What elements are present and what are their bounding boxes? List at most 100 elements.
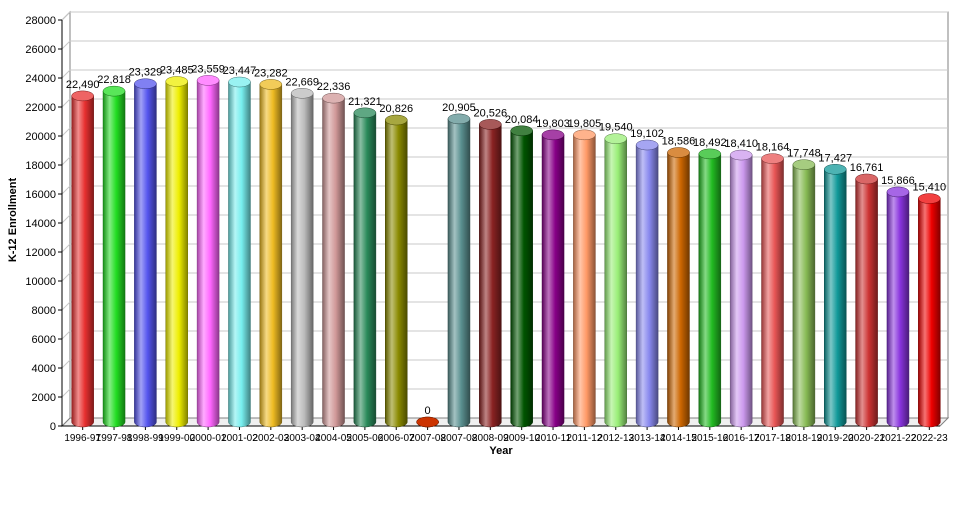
bar-body xyxy=(196,80,220,428)
x-tick-label: 2014-15 xyxy=(660,433,697,444)
bar-top xyxy=(886,186,910,198)
x-tick-label: 2021-22 xyxy=(880,433,917,444)
x-tick-label: 2003-04 xyxy=(284,433,321,444)
bar-2001-02 xyxy=(228,76,251,428)
value-label: 18,492 xyxy=(693,137,727,149)
x-tick-label: 2011-12 xyxy=(566,433,602,444)
bar-top xyxy=(102,85,126,97)
bar-top xyxy=(918,193,941,204)
bar-body xyxy=(102,90,126,428)
bar-2000-01 xyxy=(196,75,220,428)
x-tick-label: 2010-11 xyxy=(535,433,571,444)
bar-body xyxy=(667,152,690,428)
y-gridline-side xyxy=(61,98,71,108)
value-label: 18,586 xyxy=(662,136,696,148)
y-tick-label: 28000 xyxy=(25,15,56,27)
bar-body xyxy=(918,198,941,428)
bar-top xyxy=(855,173,878,185)
bar-body xyxy=(761,158,784,428)
y-tick-label: 14000 xyxy=(25,218,56,230)
x-tick-label: 2005-06 xyxy=(347,433,384,444)
y-tick-label: 20000 xyxy=(25,131,56,143)
bar-zero-disc xyxy=(416,416,439,428)
x-tick-label: 2012-13 xyxy=(597,433,634,444)
x-tick-label: 2006-07 xyxy=(378,433,415,444)
bar-2021-22 xyxy=(886,186,910,428)
value-label: 17,427 xyxy=(818,152,852,164)
x-tick-label: 2000-01 xyxy=(190,433,227,444)
bar-body xyxy=(792,164,816,428)
value-label: 19,803 xyxy=(536,118,570,130)
bar-1999-00 xyxy=(165,76,188,428)
value-labels-layer: 22,49022,81823,32923,48523,55923,44723,2… xyxy=(66,63,946,417)
value-label: 16,761 xyxy=(850,162,884,174)
bar-top xyxy=(698,148,722,160)
bar-2016-17 xyxy=(729,149,753,428)
x-tick-label: 2018-19 xyxy=(786,433,823,444)
y-tick-label: 18000 xyxy=(25,160,56,172)
bar-2007-08 xyxy=(447,113,471,428)
bar-top xyxy=(604,133,627,144)
x-tick-label: 1996-97 xyxy=(64,433,101,444)
bar-top xyxy=(761,153,784,164)
y-tick-label: 24000 xyxy=(25,73,56,85)
bar-body xyxy=(228,81,251,428)
bar-top xyxy=(134,78,157,89)
bar-body xyxy=(165,81,188,428)
bar-2004-05 xyxy=(322,92,345,428)
y-gridline-side xyxy=(61,301,71,311)
y-gridline-side xyxy=(61,272,71,282)
bar-body xyxy=(479,124,502,428)
bar-top xyxy=(290,88,314,99)
bar-2017-18 xyxy=(761,153,784,428)
bar-body xyxy=(447,118,471,428)
bar-body xyxy=(322,97,345,428)
bar-2015-16 xyxy=(698,148,722,428)
bar-top xyxy=(228,76,251,88)
y-gridline-side xyxy=(61,69,71,79)
bar-1997-98 xyxy=(102,85,126,428)
bar-top xyxy=(667,147,690,158)
bar-2009-10 xyxy=(510,125,533,428)
bar-2012-13 xyxy=(604,133,627,428)
axes-layer: 0 2000 4000 6000 8000 10000 12000 14000 16000 180… xyxy=(25,15,948,444)
value-label: 23,329 xyxy=(129,67,163,79)
value-label: 23,559 xyxy=(191,63,225,75)
bar-2013-14 xyxy=(635,139,659,428)
y-gridline-side xyxy=(61,185,71,195)
y-tick-label: 8000 xyxy=(32,305,56,317)
value-label: 22,490 xyxy=(66,79,100,91)
bar-body xyxy=(729,154,753,428)
x-tick-label: 2022-23 xyxy=(911,433,948,444)
value-label: 19,805 xyxy=(568,118,602,130)
x-tick-label: 2001-02 xyxy=(221,433,258,444)
y-gridline-side xyxy=(61,388,71,398)
bar-2002-03 xyxy=(259,79,283,428)
bar-body xyxy=(353,112,377,428)
bar-2003-04 xyxy=(290,88,314,428)
bar-1996-97 xyxy=(71,90,94,428)
bar-top xyxy=(196,75,220,86)
value-label: 19,540 xyxy=(599,122,633,134)
bar-top xyxy=(353,107,377,119)
bar-top xyxy=(573,129,596,141)
bar-body xyxy=(698,153,722,428)
y-tick-label: 10000 xyxy=(25,276,56,288)
bar-body xyxy=(259,84,283,428)
y-gridline-side xyxy=(61,214,71,224)
x-tick-label: 2007-08 xyxy=(441,433,478,444)
y-tick-label: 26000 xyxy=(25,44,56,56)
value-label: 23,485 xyxy=(160,64,194,76)
bar-top xyxy=(259,79,283,90)
bar-2019-20 xyxy=(824,164,847,428)
bar-top xyxy=(729,149,753,161)
bars-layer xyxy=(71,75,941,428)
y-gridline-side xyxy=(61,243,71,253)
bar-body xyxy=(855,178,878,428)
bar-top xyxy=(479,119,502,130)
value-label: 23,447 xyxy=(223,65,257,77)
x-tick-label: 2002-03 xyxy=(252,433,289,444)
x-tick-label: 2013-14 xyxy=(629,433,666,444)
y-axis-title: K-12 Enrollment xyxy=(7,177,19,262)
x-tick-label: 2020-21 xyxy=(848,433,885,444)
